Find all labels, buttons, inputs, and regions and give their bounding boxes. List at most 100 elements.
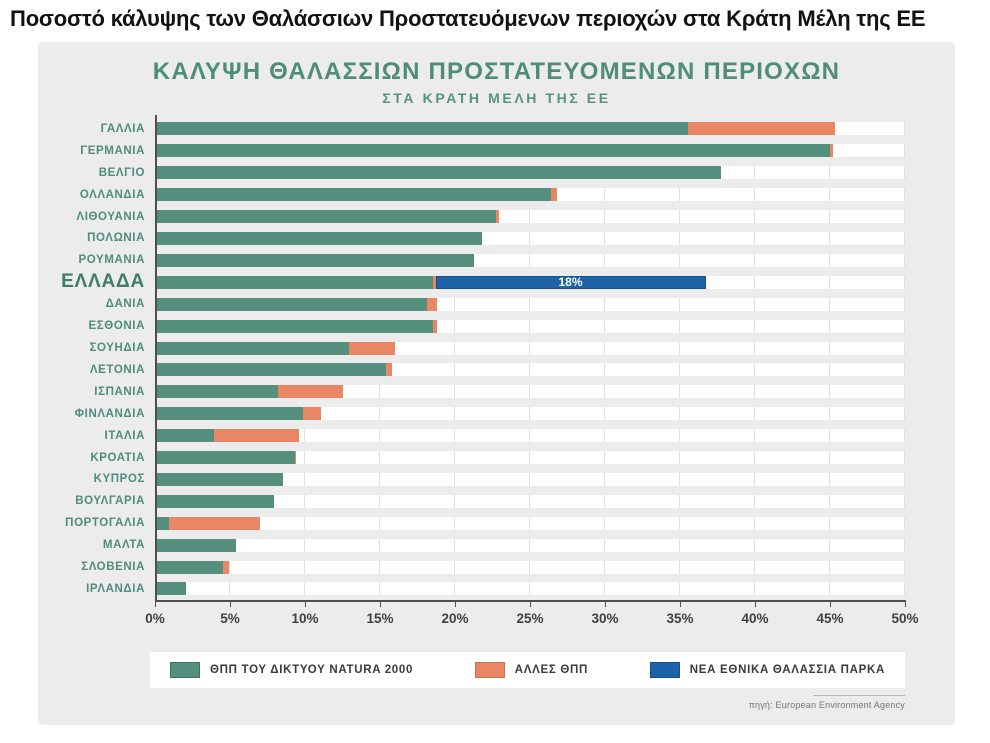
bar-track <box>155 407 905 421</box>
natura2000-bar-segment <box>155 319 433 333</box>
x-axis-tick-label: 40% <box>741 611 769 626</box>
bar-track <box>155 582 905 596</box>
other-mpa-bar-segment <box>432 275 436 289</box>
natura2000-bar-segment <box>155 516 169 530</box>
other-mpa-bar-segment <box>168 516 260 530</box>
bar-row: ΒΕΛΓΙΟ <box>38 162 906 184</box>
natura2000-bar-segment <box>155 188 551 202</box>
new-parks-swatch-icon <box>649 662 680 678</box>
legend-item-other-mpa: ΑΛΛΕΣ ΘΠΠ <box>474 662 589 678</box>
natura2000-bar-segment <box>155 538 236 552</box>
bar-track <box>155 253 905 267</box>
x-axis-tick-label: 30% <box>591 611 619 626</box>
bar-track <box>155 429 905 443</box>
x-axis-tick-label: 35% <box>666 611 694 626</box>
bar-row: ΒΟΥΛΓΑΡΙΑ <box>38 490 906 512</box>
bar-row: ΔΑΝΙΑ <box>38 293 906 315</box>
x-axis-tick-label: 0% <box>145 611 165 626</box>
country-label: ΣΟΥΗΔΙΑ <box>89 342 145 355</box>
country-label: ΣΛΟΒΕΝΙΑ <box>81 561 145 574</box>
bar-track <box>155 122 905 136</box>
bar-track <box>155 385 905 399</box>
bar-track <box>155 210 905 224</box>
x-axis-tick-label: 15% <box>366 611 394 626</box>
bar-row: ΙΣΠΑΝΙΑ <box>38 381 906 403</box>
bar-track <box>155 188 905 202</box>
other-mpa-bar-segment <box>432 319 437 333</box>
country-label: ΠΟΡΤΟΓΑΛΙΑ <box>65 517 145 530</box>
other-mpa-bar-segment <box>213 429 299 443</box>
natura2000-bar-segment <box>155 231 482 245</box>
natura2000-bar-segment <box>155 253 475 267</box>
source-note: πηγή: European Environment Agency <box>749 695 905 710</box>
country-label: ΒΟΥΛΓΑΡΙΑ <box>75 495 145 508</box>
natura2000-bar-segment <box>155 429 214 443</box>
country-label: ΔΑΝΙΑ <box>105 298 145 311</box>
new-parks-bar-segment: 18% <box>435 275 706 290</box>
natura2000-bar-segment <box>155 407 304 421</box>
x-axis-tick-label: 10% <box>291 611 319 626</box>
bar-row: ΣΛΟΒΕΝΙΑ <box>38 556 906 578</box>
x-axis-tick-label: 45% <box>816 611 844 626</box>
natura2000-bar-segment <box>155 363 386 377</box>
natura2000-bar-segment <box>155 560 223 574</box>
country-label: ΛΕΤΟΝΙΑ <box>89 363 145 376</box>
bar-row: ΕΣΘΟΝΙΑ <box>38 315 906 337</box>
natura2000-bar-segment <box>155 275 433 289</box>
chart-card: ΚΑΛΥΨΗ ΘΑΛΑΣΣΙΩΝ ΠΡΟΣΤΑΤΕΥΟΜΕΝΩΝ ΠΕΡΙΟΧΩ… <box>38 42 955 725</box>
natura2000-bar-segment <box>155 494 274 508</box>
country-label: ΕΣΘΟΝΙΑ <box>88 320 145 333</box>
natura2000-bar-segment <box>155 166 721 180</box>
bar-track <box>155 319 905 333</box>
bar-track <box>155 341 905 355</box>
bar-row: ΛΙΘΟΥΑΝΙΑ <box>38 206 906 228</box>
other-mpa-bar-segment <box>222 560 229 574</box>
bar-track <box>155 451 905 465</box>
bar-row: ΚΡΟΑΤΙΑ <box>38 447 906 469</box>
chart-subtitle: ΣΤΑ ΚΡΑΤΗ ΜΕΛΗ ΤΗΣ ΕΕ <box>382 90 611 106</box>
bar-row: ΜΑΛΤΑ <box>38 534 906 556</box>
x-axis-tick-label: 50% <box>891 611 919 626</box>
x-axis: 0% 5% 10% 15% 20% 25% 30% 35% 40% 45% 50% <box>145 600 919 642</box>
other-mpa-bar-segment <box>551 188 557 202</box>
other-mpa-bar-segment <box>386 363 392 377</box>
country-label: ΡΟΥΜΑΝΙΑ <box>78 254 145 267</box>
bar-row: ΛΕΤΟΝΙΑ <box>38 359 906 381</box>
country-label: ΠΟΛΩΝΙΑ <box>87 232 145 245</box>
bar-track <box>155 560 905 574</box>
legend-label: ΝΕΑ ΕΘΝΙΚΑ ΘΑΛΑΣΣΙΑ ΠΑΡΚΑ <box>689 664 885 676</box>
natura2000-bar-segment <box>155 144 830 158</box>
natura2000-bar-segment <box>155 122 688 136</box>
bar-track <box>155 363 905 377</box>
bar-row: ΦΙΝΛΑΝΔΙΑ <box>38 403 906 425</box>
other-mpa-bar-segment <box>303 407 322 421</box>
legend: ΘΠΠ ΤΟΥ ΔΙΚΤΥΟΥ NATURA 2000 ΑΛΛΕΣ ΘΠΠ ΝΕ… <box>150 652 905 688</box>
bar-row: ΙΡΛΑΝΔΙΑ <box>38 578 906 600</box>
country-label: ΚΡΟΑΤΙΑ <box>90 451 145 464</box>
other-mpa-bar-segment <box>426 297 437 311</box>
bar-track <box>155 494 905 508</box>
bar-track <box>155 472 905 486</box>
x-axis-ticks <box>155 602 906 607</box>
bar-track <box>155 538 905 552</box>
legend-label: ΘΠΠ ΤΟΥ ΔΙΚΤΥΟΥ NATURA 2000 <box>210 664 414 676</box>
country-label: ΙΡΛΑΝΔΙΑ <box>86 582 145 595</box>
other-mpa-bar-segment <box>348 341 395 355</box>
natura2000-bar-segment <box>155 385 278 399</box>
country-label: ΛΙΘΟΥΑΝΙΑ <box>76 210 145 223</box>
other-mpa-bar-segment <box>495 210 499 224</box>
other-mpa-swatch-icon <box>474 662 505 678</box>
country-label: ΜΑΛΤΑ <box>102 539 145 552</box>
natura2000-bar-segment <box>155 472 283 486</box>
new-parks-value-label: 18% <box>558 275 583 290</box>
country-label: ΙΣΠΑΝΙΑ <box>94 385 145 398</box>
bar-row: ΓΑΛΛΙΑ <box>38 118 906 140</box>
natura2000-bar-segment <box>155 451 295 465</box>
bar-track: 18% <box>155 275 905 290</box>
legend-label: ΑΛΛΕΣ ΘΠΠ <box>514 664 589 676</box>
country-label: ΟΛΛΑΝΔΙΑ <box>79 188 145 201</box>
country-label: ΦΙΝΛΑΝΔΙΑ <box>74 407 145 420</box>
natura2000-bar-segment <box>155 341 349 355</box>
bar-row: ΠΟΡΤΟΓΑΛΙΑ <box>38 512 906 534</box>
country-label: ΚΥΠΡΟΣ <box>93 473 145 486</box>
